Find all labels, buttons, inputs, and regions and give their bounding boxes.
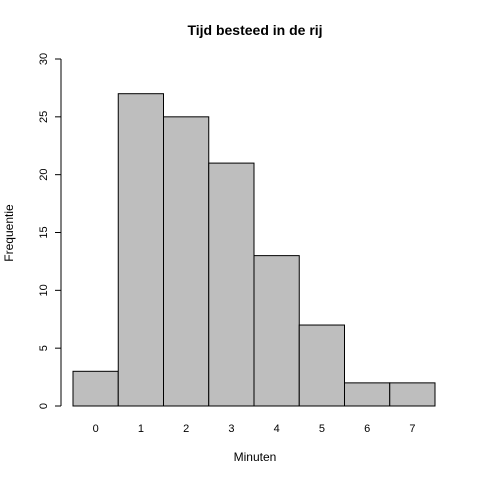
y-tick-label-0: 0: [38, 403, 50, 409]
y-tick-label-5: 5: [38, 345, 50, 351]
y-tick-label-10: 10: [38, 284, 50, 296]
bar-7: [389, 382, 436, 407]
bar-3: [208, 162, 255, 407]
x-axis-ticks: 0 1 2 3 4 5 6 7: [93, 423, 416, 435]
y-tick-label-15: 15: [38, 226, 50, 238]
bar-4: [253, 255, 300, 407]
x-tick-label-6: 6: [364, 423, 370, 435]
x-tick-label-4: 4: [274, 423, 280, 435]
bars-group: [72, 93, 436, 407]
y-tick-label-30: 30: [38, 53, 50, 65]
x-tick-label-1: 1: [138, 423, 144, 435]
y-tick-label-20: 20: [38, 169, 50, 181]
bar-1: [117, 93, 164, 407]
bar-6: [344, 382, 391, 407]
x-tick-label-2: 2: [183, 423, 189, 435]
chart-title: Tijd besteed in de rij: [187, 22, 322, 38]
x-tick-label-3: 3: [228, 423, 234, 435]
x-tick-label-0: 0: [93, 423, 99, 435]
y-axis: 0 5 10 15 20 25 30: [38, 53, 62, 409]
x-tick-label-7: 7: [409, 423, 415, 435]
bar-5: [298, 324, 345, 407]
bar-0: [72, 370, 119, 407]
x-tick-label-5: 5: [319, 423, 325, 435]
x-axis-label: Minuten: [234, 450, 277, 464]
y-axis-label: Frequentie: [2, 204, 16, 262]
bar-2: [163, 116, 210, 407]
y-tick-label-25: 25: [38, 111, 50, 123]
